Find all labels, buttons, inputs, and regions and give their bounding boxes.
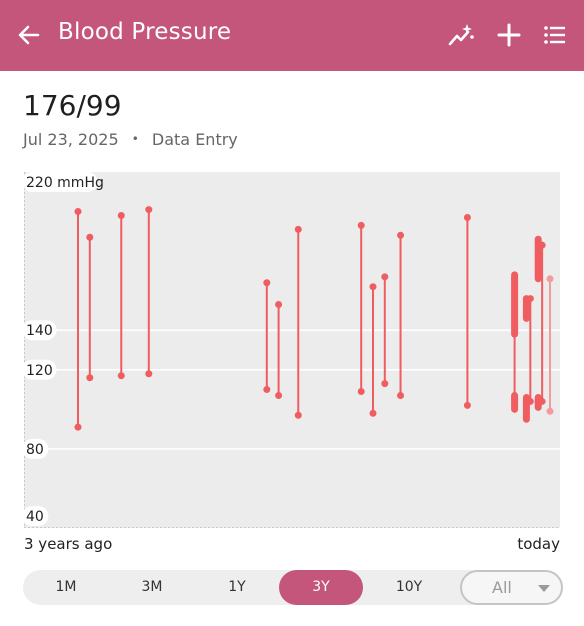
reading-date: Jul 23, 2025 — [23, 130, 119, 149]
diastolic-point — [86, 374, 94, 382]
back-arrow-icon[interactable] — [14, 20, 44, 50]
y-tick-label-bg — [22, 438, 49, 459]
range-1y[interactable]: 1Y — [228, 579, 246, 595]
systolic-point — [275, 301, 283, 309]
diastolic-point — [357, 388, 365, 396]
y-tick-label: 120 — [26, 363, 53, 379]
y-tick-label: 140 — [26, 323, 53, 339]
systolic-point — [117, 212, 125, 220]
separator-dot: • — [131, 132, 139, 146]
blood-pressure-chart[interactable]: 220 mmHg 140 120 80 40 — [0, 170, 584, 530]
systolic-point — [463, 213, 471, 221]
diastolic-point — [117, 372, 125, 380]
range-10y[interactable]: 10Y — [395, 579, 423, 595]
y-tick-label-bg — [22, 320, 57, 341]
x-start-label: 3 years ago — [24, 535, 113, 553]
y-tick-label-bg — [22, 506, 49, 526]
time-range-selector: 1M 3M 1Y 3Y 10Y All — [23, 570, 563, 605]
diastolic-point — [546, 407, 554, 415]
range-1m[interactable]: 1M — [55, 579, 77, 595]
page-title: Blood Pressure — [58, 19, 232, 45]
systolic-point — [546, 275, 554, 283]
all-dropdown[interactable]: All — [460, 570, 563, 605]
diastolic-point — [397, 391, 405, 399]
plot-background — [24, 172, 560, 528]
systolic-point — [294, 225, 302, 233]
systolic-point — [145, 206, 153, 214]
all-dropdown-label: All — [492, 578, 512, 597]
systolic-point — [86, 233, 94, 241]
systolic-point — [369, 283, 377, 291]
reading-meta: Jul 23, 2025 • Data Entry — [23, 130, 238, 149]
range-3y[interactable]: 3Y — [279, 570, 363, 605]
diastolic-point — [263, 386, 271, 394]
systolic-point — [381, 273, 389, 281]
list-icon[interactable] — [540, 20, 570, 50]
diastolic-point — [145, 370, 153, 378]
diastolic-point — [369, 409, 377, 417]
y-tick-label: 220 mmHg — [26, 175, 104, 191]
y-tick-label: 40 — [26, 509, 44, 525]
latest-reading: 176/99 — [23, 89, 122, 122]
diastolic-point — [275, 391, 283, 399]
range-3m[interactable]: 3M — [141, 579, 163, 595]
y-tick-label-bg — [22, 172, 98, 192]
x-end-label: today — [517, 535, 560, 553]
reading-source: Data Entry — [151, 130, 238, 149]
systolic-point — [263, 279, 271, 287]
trend-sparkle-icon[interactable] — [446, 20, 476, 50]
systolic-point — [357, 221, 365, 229]
add-icon[interactable] — [494, 20, 524, 50]
diastolic-point — [294, 411, 302, 419]
app-bar: Blood Pressure — [0, 0, 584, 71]
chevron-down-icon — [538, 585, 550, 592]
diastolic-point — [74, 423, 82, 431]
diastolic-point — [381, 380, 389, 388]
y-tick-label: 80 — [26, 442, 44, 458]
diastolic-point — [463, 401, 471, 409]
y-tick-label-bg — [22, 359, 57, 380]
systolic-point — [397, 231, 405, 239]
systolic-point — [74, 208, 82, 216]
